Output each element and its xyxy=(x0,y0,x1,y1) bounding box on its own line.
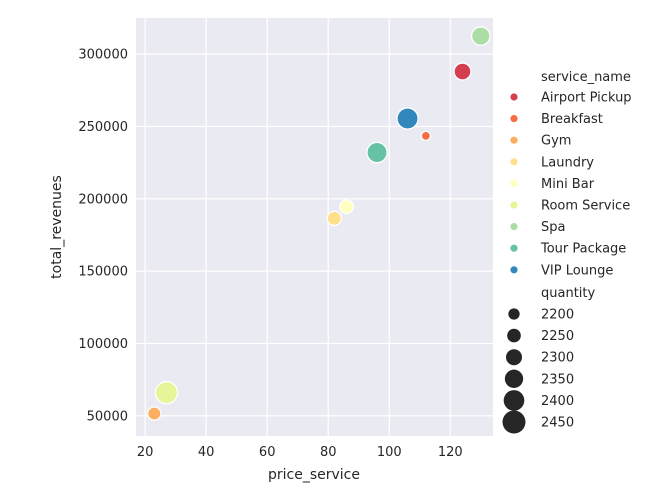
legend-label: Breakfast xyxy=(541,112,603,127)
legend-marker xyxy=(510,201,518,209)
legend-size-label: 2300 xyxy=(541,351,574,366)
legend-size-marker xyxy=(504,369,524,388)
x-tick-labels: 20 40 60 80 100 120 xyxy=(137,445,463,460)
legend-size-marker xyxy=(502,410,526,434)
legend-size-label: 2350 xyxy=(541,372,574,387)
point-airport-pickup xyxy=(453,62,472,81)
legend-size-marker xyxy=(507,328,521,343)
y-axis-title: total_revenues xyxy=(49,175,65,279)
point-spa xyxy=(470,26,491,46)
legend-marker xyxy=(510,179,518,187)
legend-marker xyxy=(510,223,518,231)
legend-marker xyxy=(510,136,518,144)
legend-size-marker xyxy=(503,390,525,411)
legend-entry-vip-lounge: VIP Lounge xyxy=(510,263,613,278)
legend-label: Mini Bar xyxy=(541,177,595,192)
legend-size-label: 2400 xyxy=(541,394,574,409)
x-tick-label: 40 xyxy=(198,445,215,460)
point-tour-package xyxy=(366,141,388,164)
legend: service_name Airport Pickup Breakfast Gym L… xyxy=(502,70,632,434)
legend-entry-tour-package: Tour Package xyxy=(510,242,626,257)
legend-label: Room Service xyxy=(541,199,630,214)
x-tick-label: 120 xyxy=(438,445,463,460)
legend-size-entry: 2350 xyxy=(504,369,574,388)
legend-label: Airport Pickup xyxy=(541,91,632,106)
legend-size-marker xyxy=(508,308,520,320)
point-room-service xyxy=(154,380,179,405)
data-points xyxy=(147,26,491,421)
legend-hue-title: service_name xyxy=(541,70,631,85)
y-tick-label: 250000 xyxy=(78,120,128,135)
legend-size-entry: 2250 xyxy=(507,328,574,344)
legend-label: VIP Lounge xyxy=(541,263,613,278)
legend-entry-spa: Spa xyxy=(510,220,565,235)
legend-marker xyxy=(510,93,518,101)
legend-marker xyxy=(510,266,518,274)
legend-label: Laundry xyxy=(541,155,594,170)
point-gym xyxy=(147,406,162,421)
y-tick-label: 50000 xyxy=(87,409,128,424)
legend-size-label: 2200 xyxy=(541,308,574,323)
legend-entry-gym: Gym xyxy=(510,134,571,149)
y-tick-label: 100000 xyxy=(78,337,128,352)
legend-entry-room-service: Room Service xyxy=(510,199,630,214)
legend-size-label: 2250 xyxy=(541,329,574,344)
y-tick-label: 300000 xyxy=(78,48,128,63)
legend-label: Spa xyxy=(541,220,565,235)
legend-size-entry: 2300 xyxy=(506,349,574,366)
y-tick-label: 200000 xyxy=(78,192,128,207)
x-tick-label: 80 xyxy=(320,445,337,460)
legend-entry-mini-bar: Mini Bar xyxy=(510,177,595,192)
x-tick-label: 20 xyxy=(137,445,154,460)
plot-background xyxy=(136,18,493,436)
point-breakfast xyxy=(420,130,432,142)
x-tick-label: 60 xyxy=(259,445,276,460)
legend-label: Gym xyxy=(541,134,571,149)
legend-entry-laundry: Laundry xyxy=(510,155,594,170)
x-tick-label: 100 xyxy=(377,445,402,460)
x-axis-title: price_service xyxy=(268,467,360,483)
legend-size-label: 2450 xyxy=(541,416,574,431)
y-tick-labels: 50000 100000 150000 200000 250000 300000 xyxy=(78,48,128,425)
legend-label: Tour Package xyxy=(540,242,626,257)
legend-marker xyxy=(510,158,518,166)
legend-size-marker xyxy=(506,349,522,366)
legend-size-entries: 2200 2250 2300 2350 2400 2450 xyxy=(502,308,574,434)
grid-lines xyxy=(136,18,493,436)
point-mini-bar xyxy=(339,199,355,215)
legend-marker xyxy=(510,244,518,252)
legend-hue-entries: Airport Pickup Breakfast Gym Laundry Mini Ba… xyxy=(510,91,632,278)
legend-size-title: quantity xyxy=(541,286,596,301)
legend-size-entry: 2450 xyxy=(502,410,574,434)
y-tick-label: 150000 xyxy=(78,265,128,280)
legend-entry-airport-pickup: Airport Pickup xyxy=(510,91,632,106)
legend-size-entry: 2200 xyxy=(508,308,574,323)
legend-entry-breakfast: Breakfast xyxy=(510,112,603,127)
legend-marker xyxy=(510,115,518,123)
point-laundry xyxy=(326,210,343,227)
legend-size-entry: 2400 xyxy=(503,390,574,411)
point-vip-lounge xyxy=(396,107,419,130)
